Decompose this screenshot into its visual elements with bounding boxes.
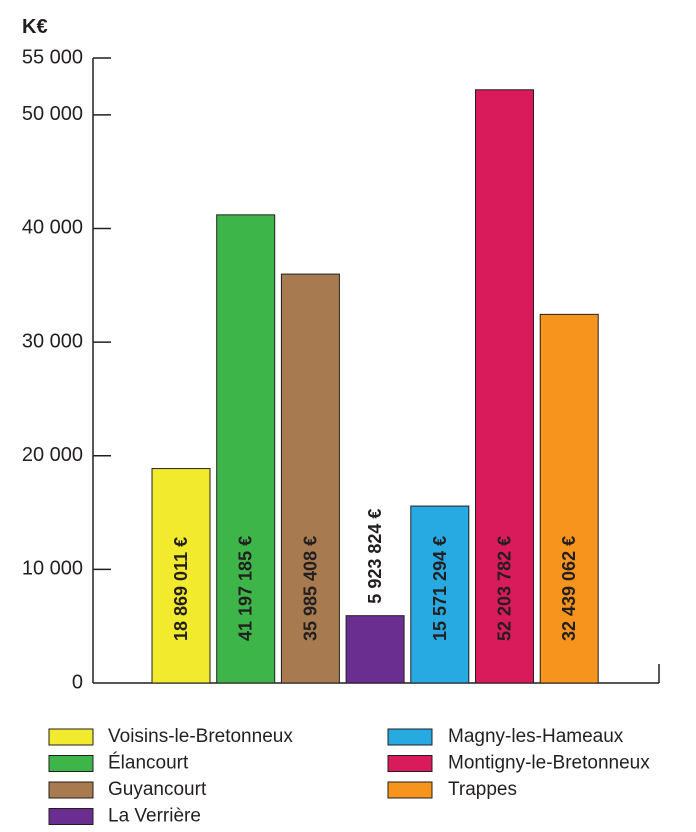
bar-value-label: 15 571 294 € (430, 536, 450, 641)
legend-label: Magny-les-Hameaux (448, 726, 624, 747)
y-tick-label: 55 000 (22, 46, 83, 68)
bar (151, 468, 211, 684)
bar (410, 505, 470, 684)
bars-group: 18 869 011 € 41 197 185 € 35 985 408 € 5 92… (151, 89, 599, 684)
y-tick-label: 20 000 (22, 444, 83, 466)
legend-swatch (387, 728, 433, 746)
legend-label: Montigny-le-Bretonneux (448, 753, 650, 774)
legend-swatch (48, 728, 94, 746)
legend-swatch (48, 808, 94, 825)
bar-value-label: 5 923 824 € (365, 509, 385, 604)
bar-value-label: 41 197 185 € (236, 536, 256, 641)
y-tick-label: 10 000 (22, 558, 83, 580)
legend-swatch (48, 755, 94, 772)
y-tick-label: 50 000 (22, 103, 83, 125)
legend-label: Trappes (448, 779, 517, 800)
y-tick-label: 30 000 (22, 330, 83, 352)
y-axis-ticks: 0 10 000 20 000 30 000 40 000 50 000 55 000 (22, 46, 111, 693)
legend-label: Voisins-le-Bretonneux (108, 726, 293, 747)
bar (216, 214, 276, 684)
legend-label: Élancourt (108, 753, 189, 774)
bar (345, 615, 405, 684)
bar-value-label: 18 869 011 € (171, 537, 191, 641)
legend-label: La Verrière (108, 806, 201, 827)
legend: Voisins-le-Bretonneux Élancourt Guyancourt… (48, 726, 650, 827)
legend-label: Guyancourt (108, 779, 207, 800)
bar-value-label: 32 439 062 € (559, 536, 579, 641)
y-tick-label: 40 000 (22, 217, 83, 239)
bar (539, 313, 599, 684)
bar (280, 273, 340, 684)
bar (475, 89, 534, 684)
y-tick-label: 0 (72, 671, 83, 693)
legend-swatch (387, 781, 433, 799)
bar-value-label: 52 203 782 € (495, 536, 515, 641)
y-unit-label: K€ (22, 16, 48, 38)
bar-value-label: 35 985 408 € (300, 536, 320, 641)
legend-swatch (387, 755, 433, 772)
legend-swatch (48, 781, 94, 799)
